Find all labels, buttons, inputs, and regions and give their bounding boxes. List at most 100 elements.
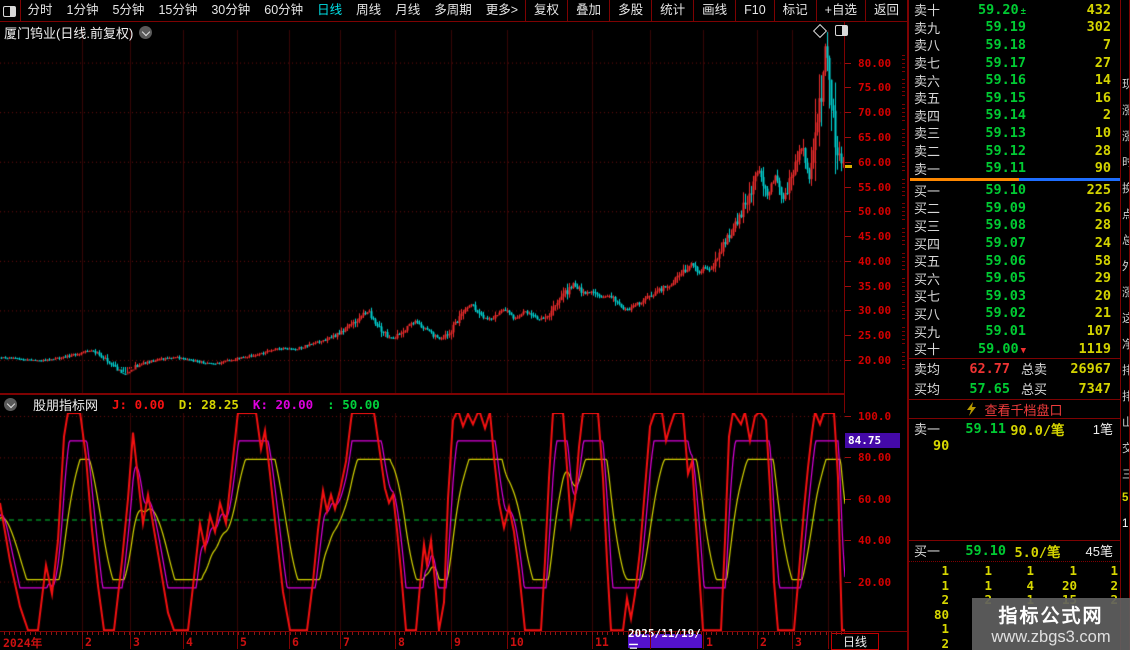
price-axis-label: 40.00 [858,254,892,268]
period-tab-60分钟[interactable]: 60分钟 [264,3,304,17]
toolbar-button-+自选[interactable]: +自选 [815,0,865,21]
time-axis-minor-tick [409,632,411,635]
clipped-text-fragment: 5 [1122,492,1129,504]
order-row-price: 59.13 [985,124,1026,141]
sell-queue-price: 59.11 [965,420,1006,437]
period-tab-30分钟[interactable]: 30分钟 [211,3,251,17]
split-window-icon[interactable] [0,0,21,21]
price-axis-dash [902,260,905,262]
period-tab-月线[interactable]: 月线 [395,3,421,17]
depth-link-row[interactable]: 查看千档盘口 [909,400,1120,419]
price-axis-dash [902,256,905,258]
order-row-买六[interactable]: 买六 59.05 29 [909,270,1120,288]
toolbar-button-画线[interactable]: 画线 [693,0,735,21]
chevron-down-icon[interactable] [139,25,153,39]
order-row-卖七[interactable]: 卖七 59.17 27 [909,54,1120,72]
order-row-卖四[interactable]: 卖四 59.14 2 [909,107,1120,125]
clipped-text-fragment: 交 [1122,440,1129,456]
order-row-卖一[interactable]: 卖一 59.11 90 [909,159,1120,177]
time-axis-minor-tick [581,632,583,635]
order-row-卖九[interactable]: 卖九 59.19 302 [909,19,1120,37]
order-row-price: 59.10 [985,182,1026,199]
price-axis-dash [902,289,905,291]
order-row-label: 卖三 [914,126,941,142]
split-window-icon[interactable] [835,25,848,36]
order-row-卖十[interactable]: 卖十 59.20 ± 432 [909,1,1120,19]
chevron-down-icon[interactable] [4,398,17,411]
order-row-price: 59.17 [985,54,1026,71]
indicator-chart[interactable] [0,413,845,632]
period-tab-5分钟[interactable]: 5分钟 [112,3,145,17]
buy-queue-grid-cell: 1 [941,577,949,593]
order-row-买五[interactable]: 买五 59.06 58 [909,252,1120,270]
order-row-label: 卖十 [914,3,941,19]
order-row-买三[interactable]: 买三 59.08 28 [909,217,1120,235]
time-axis-minor-tick [248,632,250,635]
period-tab-更多>[interactable]: 更多> [485,3,519,17]
period-tab-日线[interactable]: 日线 [317,3,343,17]
price-axis-dash [902,264,905,266]
period-tab-15分钟[interactable]: 15分钟 [158,3,198,17]
period-indicator-box[interactable]: 日线 [831,633,879,650]
indicator-axis-tick [845,498,851,500]
time-axis-minor-tick [763,632,765,635]
order-row-label: 卖五 [914,91,941,107]
time-axis-minor-tick [123,632,125,635]
period-tab-1分钟[interactable]: 1分钟 [66,3,99,17]
toolbar-button-多股[interactable]: 多股 [609,0,651,21]
order-row-price: 59.01 [985,323,1026,340]
candlestick-chart[interactable] [0,22,845,393]
order-row-买一[interactable]: 买一 59.10 225 [909,182,1120,200]
period-tab-分时[interactable]: 分时 [27,3,53,17]
buy-avg-value: 57.65 [969,380,1010,397]
order-row-买七[interactable]: 买七 59.03 20 [909,287,1120,305]
order-row-卖五[interactable]: 卖五 59.15 16 [909,89,1120,107]
order-row-买八[interactable]: 买八 59.02 21 [909,305,1120,323]
time-axis-month-label: 2024年 [3,636,43,650]
period-tab-周线[interactable]: 周线 [356,3,382,17]
time-axis-divider [507,632,508,649]
toolbar-button-F10[interactable]: F10 [735,0,774,21]
period-tab-多周期[interactable]: 多周期 [434,3,472,17]
order-row-卖二[interactable]: 卖二 59.12 28 [909,142,1120,160]
toolbar-button-叠加[interactable]: 叠加 [567,0,609,21]
time-axis-minor-tick [758,632,759,635]
time-axis-minor-tick [24,632,26,635]
time-axis-divider [703,632,704,649]
clipped-text-fragment: 总 [1122,232,1129,248]
order-row-买四[interactable]: 买四 59.07 24 [909,234,1120,252]
order-row-卖三[interactable]: 卖三 59.13 10 [909,124,1120,142]
toolbar-button-返回[interactable]: 返回 [864,0,907,21]
buy-queue-grid-cell: 20 [1061,577,1077,593]
price-axis-dash [902,228,905,230]
order-row-label: 买十 [914,342,941,358]
time-axis-minor-tick [570,632,572,635]
sell-avg-value: 62.77 [969,360,1010,377]
toolbar-button-统计[interactable]: 统计 [651,0,693,21]
price-axis-dash [902,194,905,196]
toolbar-button-复权[interactable]: 复权 [525,0,567,21]
order-row-买九[interactable]: 买九 59.01 107 [909,322,1120,340]
time-axis-minor-tick [128,632,130,635]
price-axis-dash [902,182,905,184]
order-row-买二[interactable]: 买二 59.09 26 [909,199,1120,217]
order-row-卖六[interactable]: 卖六 59.16 14 [909,71,1120,89]
time-axis-minor-tick [752,632,754,635]
time-axis-minor-tick [503,632,505,635]
price-axis-dash [902,236,905,238]
order-row-label: 卖六 [914,73,941,89]
order-row-买十[interactable]: 买十 59.00 ▼ 1119 [909,340,1120,358]
depth-link[interactable]: 查看千档盘口 [984,402,1063,418]
price-axis-dash [902,335,905,337]
order-row-卖八[interactable]: 卖八 59.18 7 [909,36,1120,54]
toolbar-button-标记[interactable]: 标记 [773,0,816,21]
buy-queue-grid-cell: 4 [1026,577,1034,593]
time-axis-minor-tick [378,632,380,635]
time-axis-minor-tick [669,632,671,635]
clipped-text-fragment: 三 [1122,466,1129,482]
time-axis-minor-tick [425,632,427,635]
time-axis-month-label: 5 [240,635,247,649]
indicator-readout: K: 20.00 [252,397,314,412]
diamond-icon[interactable] [812,23,828,39]
ratio-sell-segment [910,177,1020,181]
